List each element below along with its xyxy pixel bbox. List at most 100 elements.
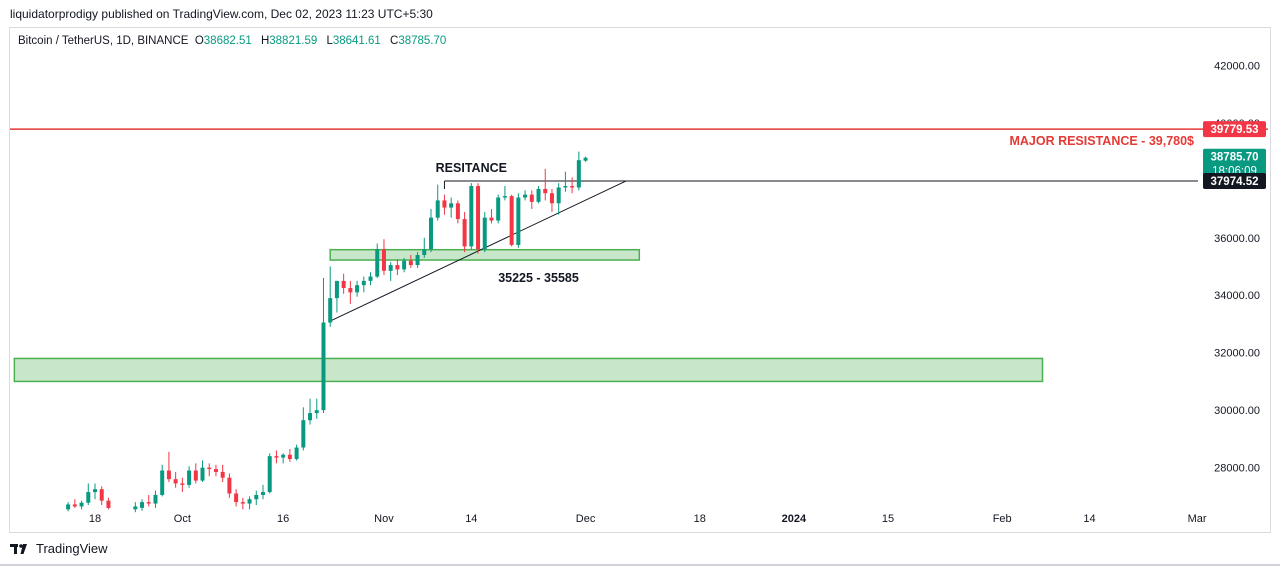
low-label: L bbox=[326, 35, 333, 47]
candle-body bbox=[502, 196, 507, 198]
candle-body bbox=[435, 200, 440, 218]
candle-body bbox=[261, 492, 265, 495]
tradingview-brand[interactable]: TradingView bbox=[10, 541, 108, 556]
x-tick-label: Nov bbox=[374, 513, 394, 525]
candle-body bbox=[523, 194, 528, 198]
candle-body bbox=[355, 285, 360, 293]
candle-body bbox=[334, 280, 339, 299]
candle-body bbox=[160, 470, 165, 495]
candle-body bbox=[247, 499, 252, 504]
candle-body bbox=[187, 470, 192, 485]
close-label: C bbox=[390, 35, 399, 47]
x-tick-label: 2024 bbox=[782, 513, 807, 525]
tradingview-logo-text: TradingView bbox=[36, 541, 108, 556]
candle-body bbox=[570, 186, 575, 188]
y-tick-label: 30000.00 bbox=[1214, 405, 1260, 417]
symbol-legend: Bitcoin / TetherUS, 1D, BINANCE O38682.5… bbox=[18, 35, 452, 47]
candle-body bbox=[207, 467, 212, 470]
candle-body bbox=[375, 249, 380, 277]
candle-body bbox=[516, 197, 521, 245]
candle-body bbox=[469, 186, 474, 247]
candle-body bbox=[361, 280, 366, 286]
candle-body bbox=[496, 197, 501, 221]
candle-body bbox=[79, 502, 84, 507]
open-label: O bbox=[194, 35, 204, 47]
candle-body bbox=[99, 489, 104, 501]
candle-body bbox=[274, 456, 279, 458]
x-tick-label: 18 bbox=[89, 513, 101, 525]
y-tick-label: 28000.00 bbox=[1214, 463, 1260, 475]
candle-body bbox=[234, 493, 239, 503]
candle-body bbox=[429, 217, 433, 250]
candle-body bbox=[72, 504, 77, 507]
candle-body bbox=[408, 260, 413, 266]
x-tick-label: 18 bbox=[694, 513, 706, 525]
candle-body bbox=[140, 502, 145, 508]
candle-body bbox=[267, 456, 272, 493]
x-tick-label: Dec bbox=[576, 513, 596, 525]
x-tick-label: Mar bbox=[1188, 513, 1207, 525]
candle-body bbox=[180, 483, 185, 485]
y-tick-label: 42000.00 bbox=[1214, 60, 1260, 72]
candle-body bbox=[240, 502, 245, 504]
close-value: 38785.70 bbox=[398, 35, 447, 47]
y-tick-label: 32000.00 bbox=[1214, 348, 1260, 360]
x-tick-label: 14 bbox=[1083, 513, 1095, 525]
price-badge-value: 38785.70 bbox=[1211, 152, 1259, 164]
open-value: 38682.51 bbox=[203, 35, 252, 47]
candle-body bbox=[254, 494, 259, 500]
candle-body bbox=[200, 467, 205, 481]
candle-body bbox=[308, 413, 313, 421]
candle-body bbox=[166, 470, 171, 480]
zone-range-label: 35225 - 35585 bbox=[498, 271, 579, 285]
candle-body bbox=[294, 447, 299, 460]
x-tick-label: Oct bbox=[174, 513, 191, 525]
candle-body bbox=[220, 471, 225, 478]
x-tick-label: 16 bbox=[277, 513, 289, 525]
candle-body bbox=[381, 249, 386, 271]
bottom-divider bbox=[0, 564, 1280, 566]
candle-body bbox=[422, 249, 427, 256]
candle-body bbox=[556, 187, 561, 204]
candle-body bbox=[281, 454, 286, 458]
x-tick-label: 15 bbox=[882, 513, 894, 525]
candle-body bbox=[133, 506, 138, 510]
candle-body bbox=[543, 188, 548, 194]
candle-body bbox=[227, 477, 232, 494]
candle-body bbox=[66, 504, 71, 510]
candle-body bbox=[449, 203, 454, 208]
candle-body bbox=[442, 200, 447, 208]
candle-body bbox=[321, 322, 326, 411]
major-resistance-label: MAJOR RESISTANCE - 39,780$ bbox=[1009, 134, 1194, 148]
y-tick-label: 34000.00 bbox=[1214, 290, 1260, 302]
candle-body bbox=[301, 420, 306, 448]
candle-body bbox=[476, 186, 481, 250]
candle-body bbox=[328, 298, 333, 323]
candle-body bbox=[482, 217, 487, 250]
candle-body bbox=[93, 489, 97, 493]
candle-body bbox=[576, 160, 581, 188]
candle-body bbox=[455, 203, 460, 220]
price-badge-value: 37974.52 bbox=[1211, 176, 1259, 188]
candle-body bbox=[153, 494, 158, 504]
candle-body bbox=[489, 217, 494, 221]
candle-body bbox=[583, 157, 588, 161]
candle-body bbox=[462, 219, 467, 247]
y-tick-label: 36000.00 bbox=[1214, 233, 1260, 245]
candle-body bbox=[193, 470, 198, 481]
x-tick-label: 14 bbox=[465, 513, 477, 525]
candle-body bbox=[509, 196, 514, 245]
candle-body bbox=[86, 492, 91, 503]
candle-body bbox=[536, 188, 541, 202]
low-value: 38641.61 bbox=[332, 35, 381, 47]
candle-body bbox=[415, 255, 420, 266]
price-badge bbox=[1203, 121, 1266, 138]
candle-body bbox=[287, 454, 292, 460]
tradingview-logo-icon bbox=[10, 543, 27, 554]
candle-body bbox=[106, 500, 111, 508]
candle-body bbox=[341, 280, 346, 289]
support-zone-1 bbox=[13, 357, 1044, 383]
price-badge-value: 39779.53 bbox=[1211, 124, 1259, 136]
candle-body bbox=[388, 265, 393, 271]
